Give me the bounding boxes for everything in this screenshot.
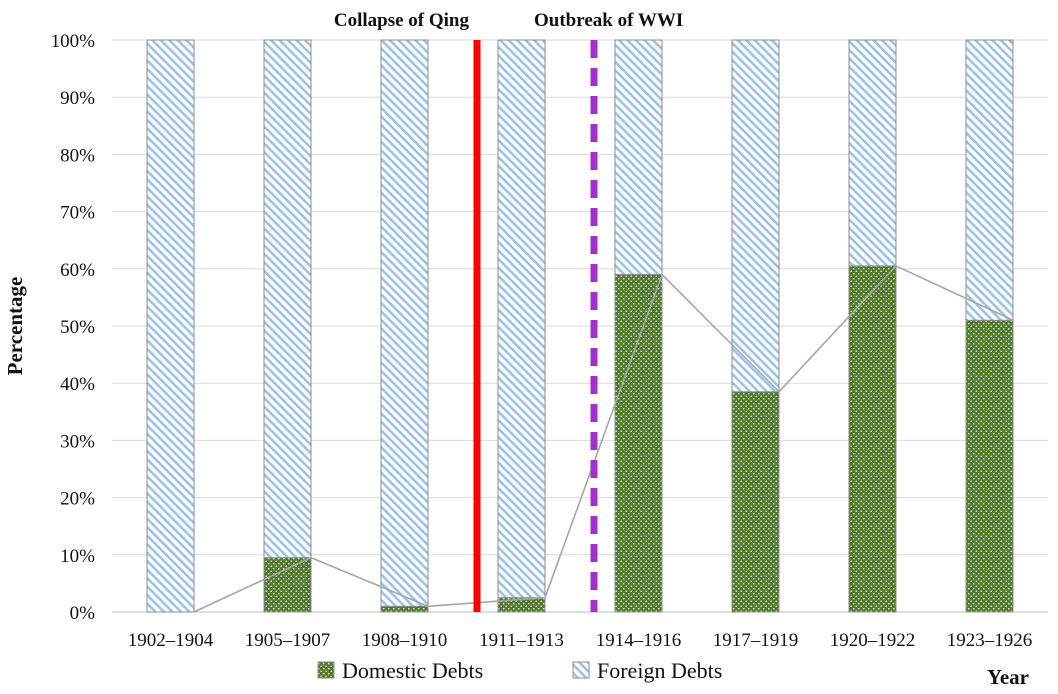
bar-domestic-debts: [263, 557, 312, 613]
trend-line: [193, 264, 1014, 613]
annotations: Collapse of Qing Outbreak of WWI: [334, 10, 683, 612]
y-tick-label: 30%: [60, 431, 95, 452]
x-axis-title: Year: [987, 665, 1029, 689]
bar-foreign-debts: [614, 39, 663, 276]
legend-swatch-domestic-debts: [317, 661, 335, 679]
legend-label: Domestic Debts: [342, 658, 483, 683]
x-tick-label: 1905–1907: [245, 630, 331, 651]
gridlines: [112, 39, 1048, 613]
y-axis-tick-labels: 0% 10% 20% 30% 40% 50% 60% 70% 80% 90% 100%: [51, 31, 96, 624]
bar-foreign-debts: [380, 39, 429, 607]
legend-swatch-foreign-debts: [572, 661, 590, 679]
legend: Domestic Debts Foreign Debts: [317, 658, 722, 683]
bar-domestic-debts: [731, 391, 780, 613]
y-tick-label: 20%: [60, 489, 95, 510]
bar-foreign-debts: [731, 39, 780, 393]
annotation-label: Collapse of Qing: [334, 10, 470, 31]
y-tick-label: 60%: [60, 260, 95, 281]
x-tick-label: 1911–1913: [479, 630, 564, 651]
x-tick-label: 1923–1926: [947, 630, 1033, 651]
x-tick-label: 1908–1910: [362, 630, 448, 651]
bar-domestic-debts: [380, 605, 429, 613]
trend-line-group: [193, 264, 1014, 613]
y-tick-label: 40%: [60, 374, 95, 395]
bar-foreign-debts: [146, 39, 195, 613]
y-tick-label: 70%: [60, 203, 95, 224]
y-tick-label: 50%: [60, 317, 95, 338]
y-tick-label: 0%: [70, 603, 96, 624]
bar-domestic-debts: [614, 274, 663, 613]
bar-foreign-debts: [497, 39, 546, 599]
x-tick-label: 1920–1922: [830, 630, 916, 651]
annotation-label: Outbreak of WWI: [534, 10, 683, 31]
x-tick-label: 1914–1916: [596, 630, 682, 651]
bar-foreign-debts: [263, 39, 312, 559]
legend-label: Foreign Debts: [597, 658, 722, 683]
bars: [146, 39, 1014, 613]
bar-domestic-debts: [965, 319, 1014, 613]
y-tick-label: 90%: [60, 88, 95, 109]
x-tick-label: 1917–1919: [713, 630, 799, 651]
bar-domestic-debts: [848, 265, 897, 613]
bar-foreign-debts: [965, 39, 1014, 321]
x-axis-tick-labels: 1902–1904 1905–1907 1908–1910 1911–1913 1914…: [128, 630, 1033, 651]
y-tick-label: 80%: [60, 145, 95, 166]
y-tick-label: 10%: [60, 546, 95, 567]
x-tick-label: 1902–1904: [128, 630, 214, 651]
y-axis-title: Percentage: [3, 277, 27, 376]
y-tick-label: 100%: [51, 31, 96, 52]
bar-foreign-debts: [848, 39, 897, 267]
